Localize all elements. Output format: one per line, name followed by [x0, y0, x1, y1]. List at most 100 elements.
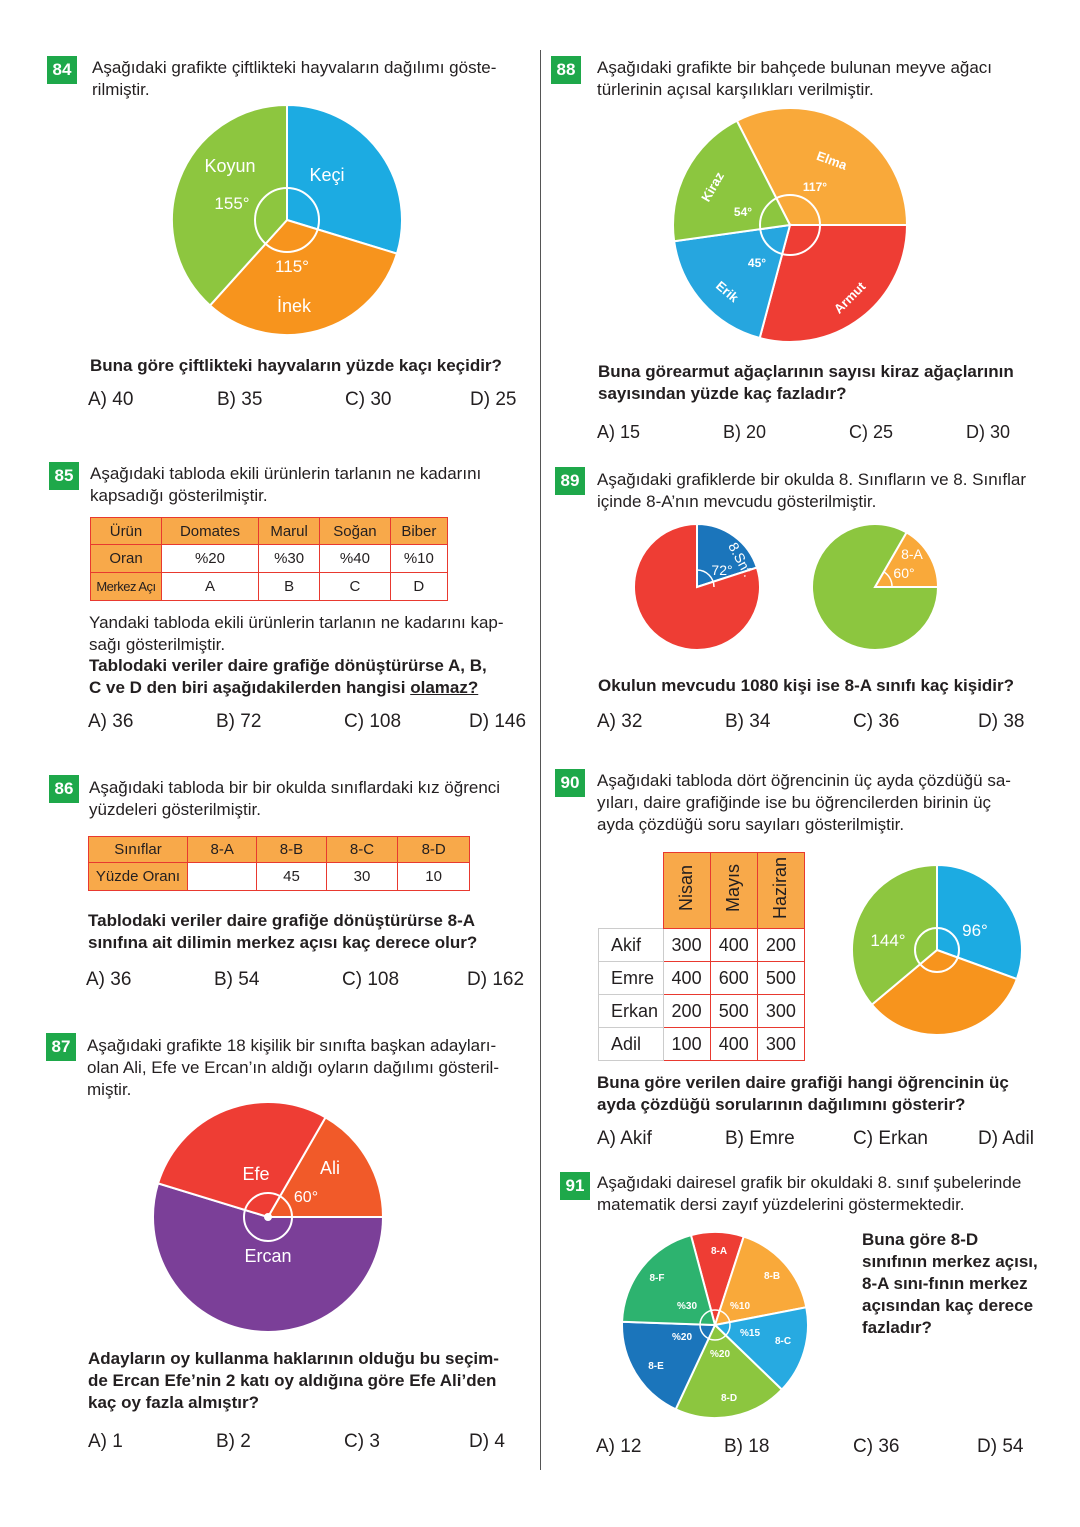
q88-option-d[interactable]: D) 30 — [966, 422, 1011, 442]
pie-angle-8-a: 60° — [893, 565, 914, 581]
q90-text-line: ayda çözdüğü soru sayıları gösterilmişti… — [597, 815, 905, 834]
q88-question: sayısından yüzde kaç fazladır? — [598, 384, 847, 403]
table-cell: Biber — [389, 517, 449, 545]
pie-label-ali: Ali — [320, 1158, 340, 1178]
q89-option-a[interactable]: A) 32 — [597, 711, 643, 732]
q89-option-d[interactable]: D) 38 — [978, 711, 1025, 732]
table-cell: Yüzde Oranı — [88, 862, 188, 891]
q87-text-line: olan Ali, Efe ve Ercan’ın aldığı oyların… — [87, 1058, 499, 1077]
angle-arc — [696, 569, 715, 588]
q87-text-line: miştir. — [87, 1080, 132, 1099]
q84-question: Buna göre çiftlikteki hayvaların yüzde k… — [90, 356, 502, 375]
pie-chart-88: Elma 117° Kiraz 54° 45° Erik Armut — [672, 107, 909, 343]
pie-angle-koyun: 155° — [214, 194, 249, 213]
q91-option-c[interactable]: C) 36 — [853, 1436, 900, 1457]
q91-option-a[interactable]: A) 12 — [596, 1436, 642, 1457]
q89-question: Okulun mevcudu 1080 kişi ise 8-A sınıfı … — [598, 676, 1015, 695]
q88-option-c[interactable]: C) 25 — [849, 422, 894, 442]
table-cell: 400 — [709, 928, 758, 962]
table-cell: 8-C — [325, 836, 399, 863]
table-cell: C — [319, 572, 391, 601]
table-cell: Oran — [90, 544, 162, 573]
table-cell: Marul — [257, 517, 321, 545]
table-cell: 8-D — [397, 836, 470, 863]
q84-option-a[interactable]: A) 40 — [88, 389, 134, 410]
table-cell: Sınıflar — [88, 836, 188, 863]
pie-slice-elma — [735, 107, 909, 226]
q91-option-d[interactable]: D) 54 — [977, 1436, 1024, 1457]
q87-question: de Ercan Efe’nin 2 katı oy aldığına göre… — [88, 1371, 497, 1390]
table-cell: 300 — [756, 994, 806, 1028]
table-cell: 30 — [325, 862, 399, 891]
q87-option-c[interactable]: C) 3 — [344, 1431, 380, 1452]
q90-option-d[interactable]: D) Adil — [978, 1128, 1034, 1149]
table-row: Erkan 200 500 300 — [598, 994, 806, 1028]
pie-slice-8-d — [674, 1323, 784, 1419]
question-number-89: 89 — [555, 467, 585, 495]
q87-option-a[interactable]: A) 1 — [88, 1431, 123, 1452]
header-nisan: Nisan — [676, 864, 697, 912]
q89-option-c[interactable]: C) 36 — [853, 711, 900, 732]
q86-option-a[interactable]: A) 36 — [86, 969, 132, 990]
q85-question: Tablodaki veriler daire grafiğe dönüştür… — [89, 656, 487, 675]
pie-slice-erik — [673, 223, 792, 340]
q85-option-a[interactable]: A) 36 — [88, 711, 134, 732]
pie-slice-kiraz — [672, 119, 792, 243]
table-row: Emre 400 600 500 — [598, 961, 806, 995]
pie-label-8-c: 8-C — [775, 1336, 791, 1347]
q87-text-line: Aşağıdaki grafikte 18 kişilik bir sınıft… — [87, 1036, 497, 1055]
table-cell: %30 — [257, 544, 321, 573]
q89-option-b[interactable]: B) 34 — [725, 711, 771, 732]
q87-option-b[interactable]: B) 2 — [216, 1431, 251, 1452]
table-cell: 100 — [662, 1027, 711, 1061]
q88-option-a[interactable]: A) 15 — [597, 422, 641, 442]
q85-option-c[interactable]: C) 108 — [344, 711, 402, 732]
q91-text-line: Aşağıdaki dairesel grafik bir okuldaki 8… — [597, 1173, 1022, 1192]
q85-text-line: Aşağıdaki tabloda ekili ürünlerin tarlan… — [90, 464, 482, 483]
table-cell: 8-A — [186, 836, 258, 863]
table-cell: 500 — [756, 961, 806, 995]
pie-angle-kiraz: 54° — [734, 205, 752, 219]
q89-text-line: içinde 8-A’nın mevcudu gösterilmiştir. — [597, 492, 877, 511]
q85-question-text: C ve D den biri aşağıdakilerden hangisi — [89, 678, 411, 697]
pie-value-8-e: %20 — [672, 1332, 692, 1343]
pie-label-8-f: 8-F — [650, 1273, 665, 1284]
q84-option-c[interactable]: C) 30 — [345, 389, 392, 410]
q88-option-b[interactable]: B) 20 — [723, 422, 767, 442]
table-row: Adil 100 400 300 — [598, 1027, 806, 1061]
pie-slice-slice1 — [633, 522, 761, 651]
q90-option-b[interactable]: B) Emre — [725, 1128, 795, 1149]
question-number-85: 85 — [49, 462, 79, 490]
pie-chart-90: 144° 96° — [851, 863, 1023, 1036]
pie-chart-89-grade8: 8-A 60° — [811, 523, 940, 651]
pie-slice-8-b — [713, 1235, 808, 1327]
pie-label-8-a: 8-A — [711, 1246, 727, 1257]
q86-question: sınıfına ait dilimin merkez açısı kaç de… — [88, 933, 478, 952]
q90-option-a[interactable]: A) Akif — [597, 1128, 652, 1149]
q85-option-b[interactable]: B) 72 — [216, 711, 262, 732]
q87-question: Adayların oy kullanma haklarının olduğu … — [88, 1349, 499, 1368]
pie-slice-8-a — [873, 531, 940, 588]
q88-question: Buna görearmut ağaçlarının sayısı kiraz … — [598, 362, 1014, 381]
q91-option-b[interactable]: B) 18 — [724, 1436, 770, 1457]
question-number-91: 91 — [560, 1172, 590, 1200]
q90-table: Nisan Mayıs Haziran Akif 300 400 200 Emre 40… — [598, 852, 806, 1061]
q86-option-d[interactable]: D) 162 — [467, 969, 525, 990]
q86-option-b[interactable]: B) 54 — [214, 969, 260, 990]
q90-question: ayda çözdüğü sorularının dağılımını göst… — [597, 1095, 966, 1114]
q84-option-d[interactable]: D) 25 — [470, 389, 517, 410]
q90-option-c[interactable]: C) Erkan — [853, 1128, 928, 1149]
q84-option-b[interactable]: B) 35 — [217, 389, 263, 410]
center-angle-marker — [699, 1309, 731, 1341]
table-cell: Emre — [598, 961, 664, 995]
question-number-86: 86 — [49, 775, 79, 803]
q86-question: Tablodaki veriler daire grafiğe dönüştür… — [88, 911, 476, 930]
pie-label-efe: Efe — [242, 1164, 269, 1184]
q86-option-c[interactable]: C) 108 — [342, 969, 400, 990]
q87-option-d[interactable]: D) 4 — [469, 1431, 505, 1452]
pie-label-8-e: 8-E — [648, 1361, 664, 1372]
pie-angle-erik: 45° — [748, 256, 766, 270]
question-number-84: 84 — [47, 56, 77, 84]
q85-option-d[interactable]: D) 146 — [469, 711, 527, 732]
table-cell: B — [257, 572, 321, 601]
